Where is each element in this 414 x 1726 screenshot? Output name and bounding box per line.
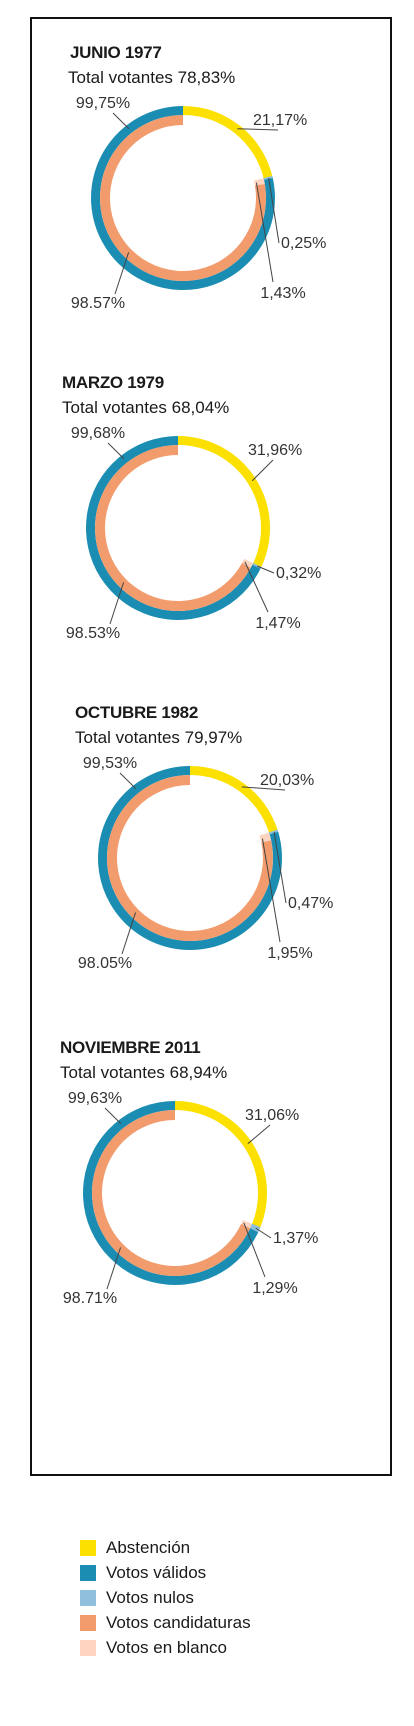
leader-line (112, 112, 130, 130)
panel-subtitle: Total votantes 78,83% (68, 68, 236, 87)
leader-line (243, 1222, 266, 1278)
leader-line (247, 1124, 271, 1145)
blank-votes-label: 1,29% (252, 1280, 297, 1297)
null-votes-label: 0,47% (288, 895, 333, 912)
legend-label: Votos nulos (106, 1587, 194, 1607)
legend-item: Abstención (80, 1535, 251, 1560)
legend: Abstención Votos válidos Votos nulos Votos … (80, 1535, 251, 1660)
donut-chart: 99,75% 21,17% 0,25% 1,43% 98.57% (71, 95, 327, 312)
panel-title: MARZO 1979 (62, 373, 164, 392)
leader-line (119, 772, 137, 790)
null-votes-label: 0,25% (281, 235, 326, 252)
chart-frame (30, 17, 392, 1476)
legend-swatch (80, 1589, 96, 1606)
legend-item: Votos válidos (80, 1560, 251, 1585)
candidature-votes-label: 98.53% (66, 625, 120, 642)
abstention-label: 21,17% (253, 112, 307, 129)
legend-swatch (80, 1614, 96, 1631)
abstention-arc (175, 1101, 267, 1228)
leader-line (273, 831, 287, 904)
panel-subtitle: Total votantes 68,94% (60, 1063, 228, 1082)
panel-title: OCTUBRE 1982 (75, 703, 198, 722)
leader-line (107, 442, 125, 460)
candidature-votes-label: 98.71% (63, 1290, 117, 1307)
blank-votes-label: 1,43% (260, 285, 305, 302)
legend-label: Votos válidos (106, 1562, 207, 1582)
legend-item: Votos en blanco (80, 1635, 251, 1660)
candidature-votes-arc (92, 1110, 251, 1276)
legend-swatch (80, 1564, 96, 1581)
blank-votes-label: 1,47% (255, 615, 300, 632)
null-votes-label: 0,32% (276, 565, 321, 582)
leader-line (109, 582, 125, 625)
valid-votes-label: 99,75% (76, 95, 130, 112)
blank-votes-arc (241, 1220, 253, 1229)
legend-item: Votos candidaturas (80, 1610, 251, 1635)
abstention-arc (178, 436, 271, 567)
abstention-label: 31,96% (248, 442, 302, 459)
leader-line (104, 1107, 122, 1125)
donut-panel: OCTUBRE 1982 Total votantes 79,97% 99,53% 2… (0, 695, 414, 1065)
abstention-arc (183, 106, 273, 179)
valid-votes-label: 99,63% (68, 1090, 122, 1107)
leader-line (261, 838, 281, 943)
abstention-label: 31,06% (245, 1107, 299, 1124)
leader-line (251, 459, 274, 482)
legend-item: Votos nulos (80, 1585, 251, 1610)
legend-swatch (80, 1639, 96, 1656)
leader-line (114, 252, 130, 295)
donut-panel: MARZO 1979 Total votantes 68,04% 99,68% 31,… (0, 365, 414, 735)
leader-line (106, 1247, 122, 1290)
leader-line (268, 177, 280, 244)
abstention-arc (190, 766, 278, 833)
abstention-label: 20,03% (260, 772, 314, 789)
leader-line (121, 912, 137, 955)
candidature-votes-label: 98.05% (78, 955, 132, 972)
null-votes-label: 1,37% (273, 1230, 318, 1247)
legend-label: Votos candidaturas (106, 1612, 251, 1632)
leader-line (257, 565, 275, 574)
panel-title: JUNIO 1977 (70, 43, 162, 62)
null-votes-arc (250, 1223, 261, 1233)
donut-chart: 99,53% 20,03% 0,47% 1,95% 98.05% (78, 755, 334, 972)
leader-line (244, 561, 269, 613)
panel-title: NOVIEMBRE 2011 (60, 1038, 201, 1057)
valid-votes-label: 99,53% (83, 755, 137, 772)
panel-subtitle: Total votantes 68,04% (62, 398, 230, 417)
leader-line (255, 182, 274, 283)
leader-line (255, 1227, 272, 1239)
candidature-votes-arc (99, 115, 266, 281)
leader-line (237, 128, 279, 131)
legend-swatch (80, 1539, 96, 1556)
candidature-votes-label: 98.57% (71, 295, 125, 312)
blank-votes-arc (242, 558, 254, 568)
donut-panel: JUNIO 1977 Total votantes 78,83% 99,75% 21,… (0, 35, 414, 405)
leader-line (241, 786, 286, 791)
donut-chart: 99,63% 31,06% 1,37% 1,29% 98.71% (63, 1090, 319, 1307)
null-votes-arc (263, 176, 273, 180)
blank-votes-label: 1,95% (267, 945, 312, 962)
donut-panel: NOVIEMBRE 2011 Total votantes 68,94% 99,63… (0, 1030, 414, 1400)
legend-label: Votos en blanco (106, 1637, 227, 1657)
candidature-votes-arc (106, 775, 273, 941)
legend-label: Abstención (106, 1537, 191, 1557)
donut-chart: 99,68% 31,96% 0,32% 1,47% 98.53% (66, 425, 322, 642)
panel-subtitle: Total votantes 79,97% (75, 728, 243, 747)
valid-votes-label: 99,68% (71, 425, 125, 442)
